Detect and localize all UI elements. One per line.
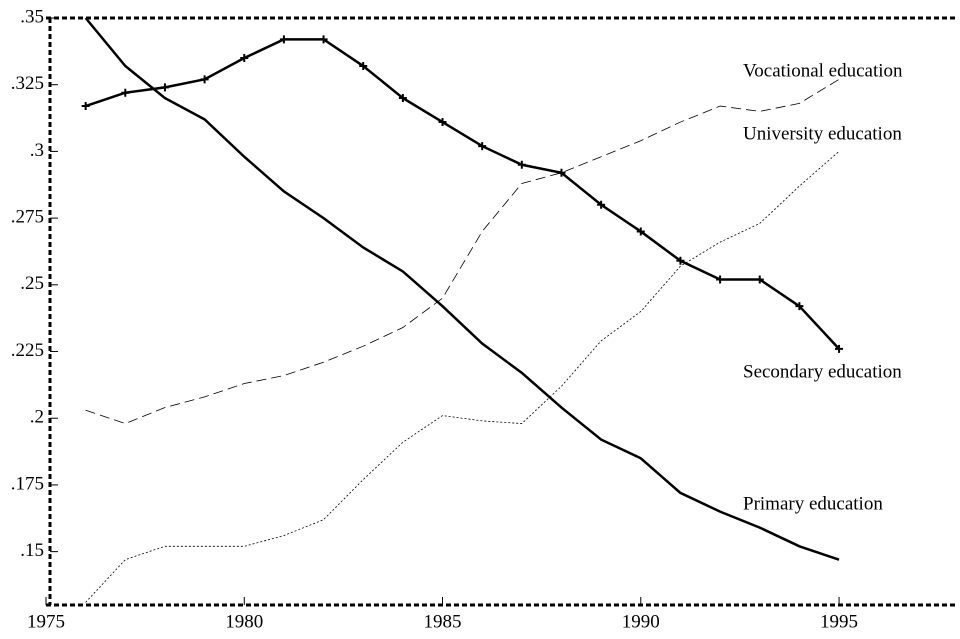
point-marker — [755, 275, 764, 284]
series-line — [85, 151, 840, 603]
series-line — [85, 79, 840, 424]
point-marker — [240, 54, 249, 63]
point-marker — [200, 75, 209, 84]
y-tick-label: .15 — [20, 540, 44, 561]
y-tick-label: .35 — [20, 6, 44, 27]
x-tick-label: 1990 — [622, 611, 660, 632]
series-label: University education — [743, 123, 902, 144]
point-marker — [636, 227, 645, 236]
point-marker — [716, 275, 725, 284]
point-marker — [676, 256, 685, 265]
y-tick-label: .175 — [11, 473, 44, 494]
point-marker — [478, 142, 487, 151]
x-tick-label: 1985 — [424, 611, 462, 632]
x-tick-label: 1995 — [820, 611, 858, 632]
y-tick-label: .225 — [11, 340, 44, 361]
y-tick-label: .25 — [20, 273, 44, 294]
x-tick-label: 1975 — [27, 611, 65, 632]
point-marker — [517, 160, 526, 169]
point-marker — [557, 168, 566, 177]
y-tick-label: .2 — [30, 407, 44, 428]
point-marker — [597, 200, 606, 209]
point-marker — [279, 35, 288, 44]
point-marker — [121, 88, 130, 97]
series-line — [84, 17, 840, 561]
point-marker — [438, 118, 447, 127]
point-marker — [835, 344, 844, 353]
point-marker — [81, 102, 90, 111]
point-marker — [319, 35, 328, 44]
point-marker — [359, 62, 368, 71]
series-label: Vocational education — [743, 60, 903, 81]
y-tick-label: .3 — [30, 140, 44, 161]
y-tick-label: .275 — [11, 206, 44, 227]
point-marker — [795, 302, 804, 311]
series-label: Primary education — [743, 493, 883, 514]
point-marker — [160, 83, 169, 92]
y-tick-label: .325 — [11, 73, 44, 94]
series-line — [85, 38, 840, 350]
point-marker — [398, 94, 407, 103]
series-label: Secondary education — [743, 361, 902, 382]
x-tick-label: 1980 — [225, 611, 263, 632]
